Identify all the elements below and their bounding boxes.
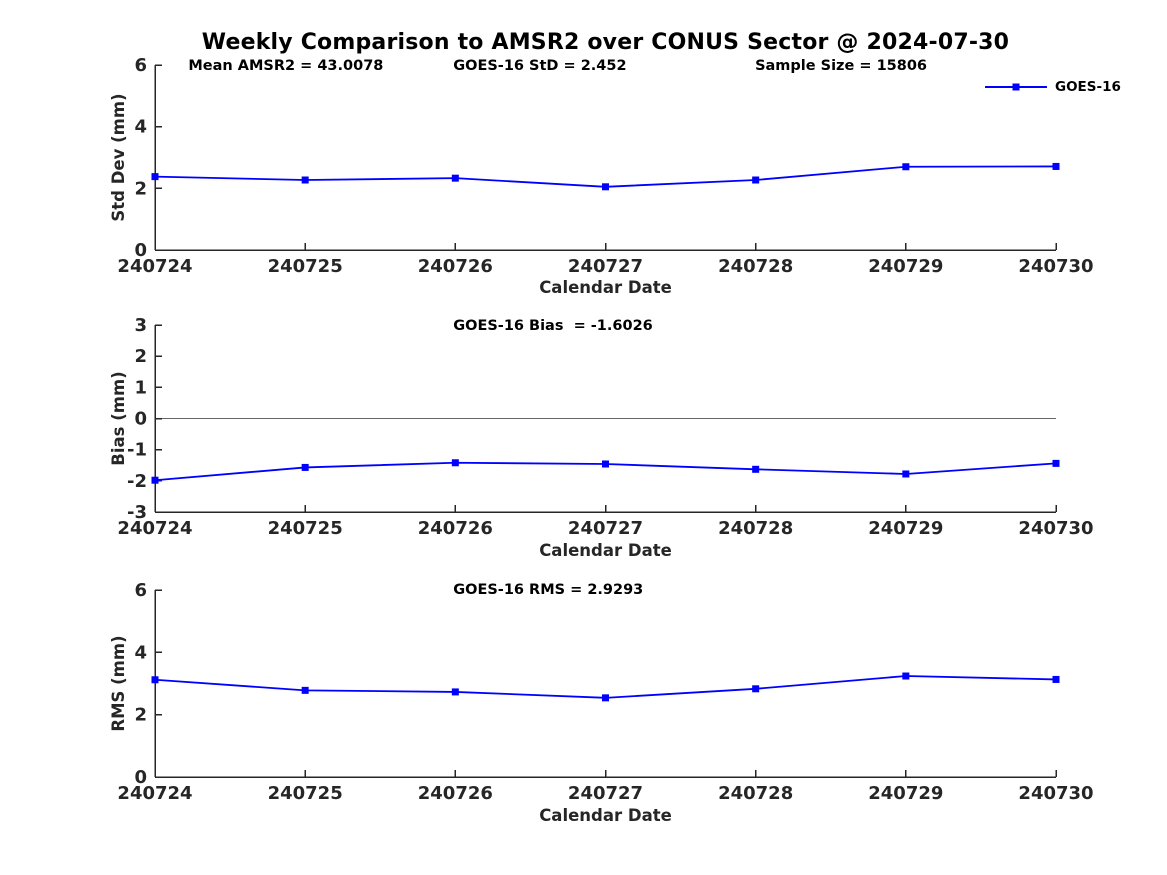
data-point-marker xyxy=(451,459,459,467)
subplot-bias: -3 -2 -1 0 1 2 3 240724 240725 240726 240727 240728… xyxy=(109,315,1094,560)
x-tick-label: 240730 xyxy=(1018,518,1093,539)
x-tick-label: 240730 xyxy=(1018,783,1093,804)
data-point-marker xyxy=(602,694,609,702)
annotation: Sample Size = 15806 xyxy=(755,58,927,74)
y-tick-label: 4 xyxy=(134,642,147,663)
data-point-marker xyxy=(602,460,609,468)
data-point-marker xyxy=(1052,162,1060,170)
subplot-std-dev: 0 2 4 6 240724 240725 240726 240727 240728 240729… xyxy=(109,55,1094,297)
x-tick-label: 240726 xyxy=(418,783,493,804)
y-tick-label: 4 xyxy=(134,117,147,138)
data-point-marker xyxy=(451,688,459,696)
y-tick-label: 2 xyxy=(134,346,147,367)
y-tick-label: -1 xyxy=(127,440,147,461)
x-tick-label: 240729 xyxy=(868,518,943,539)
x-tick-label: 240724 xyxy=(117,518,192,539)
x-tick-label: 240727 xyxy=(568,783,643,804)
data-point-marker xyxy=(301,463,309,471)
y-tick-label: -2 xyxy=(127,471,147,492)
data-point-marker xyxy=(902,470,910,478)
x-tick-label: 240728 xyxy=(718,518,793,539)
y-tick-label: 0 xyxy=(134,240,147,261)
data-point-marker xyxy=(151,676,159,684)
y-tick-label: 2 xyxy=(134,705,147,726)
data-point-marker xyxy=(902,672,910,680)
legend-marker-square xyxy=(1012,83,1020,90)
y-axis-label: Bias (mm) xyxy=(109,371,128,465)
annotation: GOES-16 Bias = -1.6026 xyxy=(453,318,653,334)
x-tick-label: 240725 xyxy=(268,518,343,539)
legend-series-label: GOES-16 xyxy=(1055,78,1121,95)
y-tick-label: -3 xyxy=(127,502,147,523)
x-tick-label: 240724 xyxy=(117,256,192,277)
x-axis-label: Calendar Date xyxy=(539,806,672,825)
x-tick-label: 240727 xyxy=(568,256,643,277)
x-tick-label: 240728 xyxy=(718,783,793,804)
data-point-marker xyxy=(1052,675,1060,683)
x-tick-label: 240726 xyxy=(418,518,493,539)
y-axis-label: Std Dev (mm) xyxy=(109,93,128,221)
y-tick-label: 6 xyxy=(134,580,147,601)
data-point-marker xyxy=(151,173,159,181)
annotation: Mean AMSR2 = 43.0078 xyxy=(188,58,383,74)
x-tick-label: 240724 xyxy=(117,783,192,804)
x-axis-label: Calendar Date xyxy=(539,278,672,297)
y-tick-label: 2 xyxy=(134,178,147,199)
x-tick-label: 240725 xyxy=(268,783,343,804)
x-axis-label: Calendar Date xyxy=(539,541,672,560)
annotation: GOES-16 RMS = 2.9293 xyxy=(453,582,643,598)
x-tick-label: 240730 xyxy=(1018,256,1093,277)
y-axis-label: RMS (mm) xyxy=(109,635,128,731)
x-tick-label: 240726 xyxy=(418,256,493,277)
data-point-marker xyxy=(151,476,159,484)
x-tick-label: 240725 xyxy=(268,256,343,277)
annotation: GOES-16 StD = 2.452 xyxy=(453,58,626,74)
y-tick-label: 0 xyxy=(134,767,147,788)
y-tick-label: 1 xyxy=(134,377,147,398)
y-tick-label: 6 xyxy=(134,55,147,76)
data-point-marker xyxy=(1052,459,1060,467)
data-point-marker xyxy=(752,685,760,693)
x-tick-label: 240729 xyxy=(868,783,943,804)
y-tick-label: 3 xyxy=(134,315,147,336)
data-point-marker xyxy=(752,465,760,473)
x-tick-label: 240729 xyxy=(868,256,943,277)
data-point-marker xyxy=(752,176,760,184)
subplot-rms: 0 2 4 6 240724 240725 240726 240727 240728 240729… xyxy=(109,580,1094,825)
figure-title: Weekly Comparison to AMSR2 over CONUS Se… xyxy=(201,30,1010,55)
data-point-marker xyxy=(451,174,459,182)
data-point-marker xyxy=(301,176,309,184)
x-tick-label: 240728 xyxy=(718,256,793,277)
legend-line-sample xyxy=(985,83,1047,90)
data-point-marker xyxy=(301,686,309,694)
legend: GOES-16 xyxy=(985,78,1121,95)
data-point-marker xyxy=(902,163,910,171)
x-tick-label: 240727 xyxy=(568,518,643,539)
data-point-marker xyxy=(602,183,609,191)
y-tick-label: 0 xyxy=(134,409,147,430)
